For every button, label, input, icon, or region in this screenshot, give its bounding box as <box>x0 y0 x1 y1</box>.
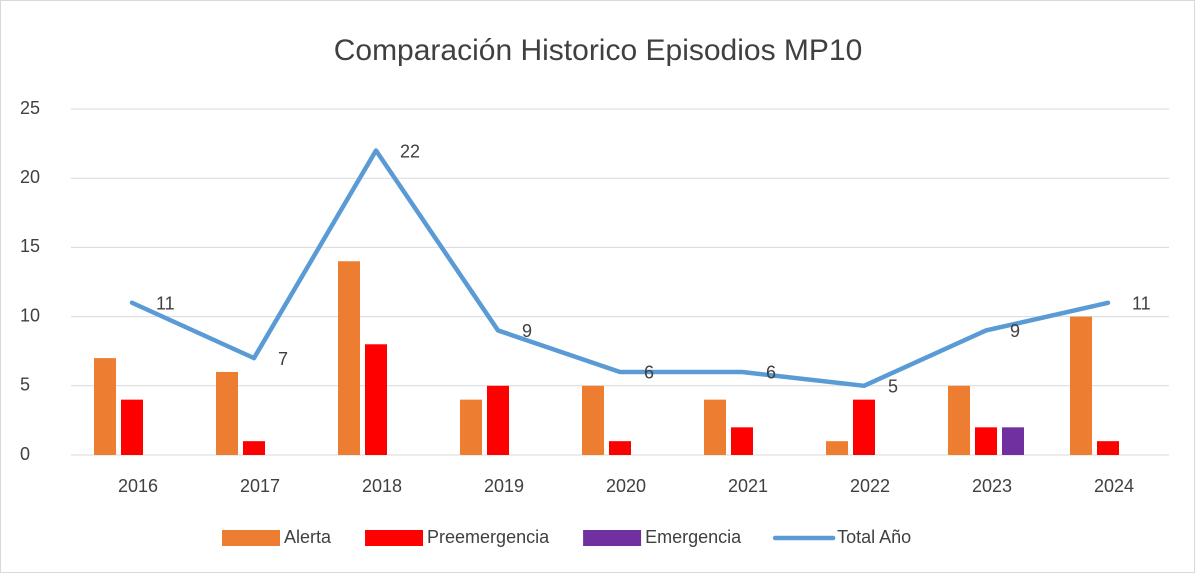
y-tick-label: 25 <box>20 98 40 118</box>
bar <box>826 441 848 455</box>
data-label: 11 <box>1132 294 1151 314</box>
x-tick-label: 2024 <box>1094 476 1134 496</box>
x-tick-label: 2019 <box>484 476 524 496</box>
bar <box>731 427 753 455</box>
bar <box>487 385 509 455</box>
bar <box>704 399 726 455</box>
y-tick-label: 10 <box>20 305 40 325</box>
legend-label: Emergencia <box>645 527 742 547</box>
legend-label: Preemergencia <box>427 527 550 547</box>
bar <box>975 427 997 455</box>
data-label: 22 <box>400 141 420 161</box>
data-label: 5 <box>888 377 898 397</box>
legend-label: Total Año <box>837 527 911 547</box>
bar <box>1070 316 1092 455</box>
y-tick-label: 20 <box>20 167 40 187</box>
y-tick-label: 5 <box>20 375 30 395</box>
bar <box>1097 441 1119 455</box>
chart-title: Comparación Historico Episodios MP10 <box>334 34 863 67</box>
x-tick-label: 2017 <box>240 476 280 496</box>
bar <box>1002 427 1024 455</box>
x-tick-label: 2021 <box>728 476 768 496</box>
bar <box>121 399 143 455</box>
x-tick-label: 2018 <box>362 476 402 496</box>
bar <box>365 344 387 455</box>
x-tick-label: 2022 <box>850 476 890 496</box>
bar <box>216 371 238 455</box>
x-tick-label: 2016 <box>118 476 158 496</box>
bar <box>609 441 631 455</box>
y-tick-label: 15 <box>20 236 40 256</box>
legend-swatch <box>222 530 280 546</box>
x-tick-label: 2020 <box>606 476 646 496</box>
legend-label: Alerta <box>284 527 332 547</box>
legend-swatch <box>583 530 642 546</box>
y-tick-label: 0 <box>20 444 30 464</box>
data-label: 6 <box>644 363 654 383</box>
bar <box>94 358 116 455</box>
bar <box>243 441 265 455</box>
bar <box>582 385 604 455</box>
bar <box>338 261 360 455</box>
data-label: 6 <box>766 363 776 383</box>
bar <box>460 399 482 455</box>
line-series <box>129 148 1111 389</box>
bar <box>853 399 875 455</box>
legend-swatch <box>365 530 424 546</box>
data-label: 11 <box>156 294 175 314</box>
bar <box>948 385 970 455</box>
data-label: 9 <box>1010 321 1020 341</box>
data-label: 9 <box>522 321 532 341</box>
data-label: 7 <box>278 349 288 369</box>
x-tick-label: 2023 <box>972 476 1012 496</box>
